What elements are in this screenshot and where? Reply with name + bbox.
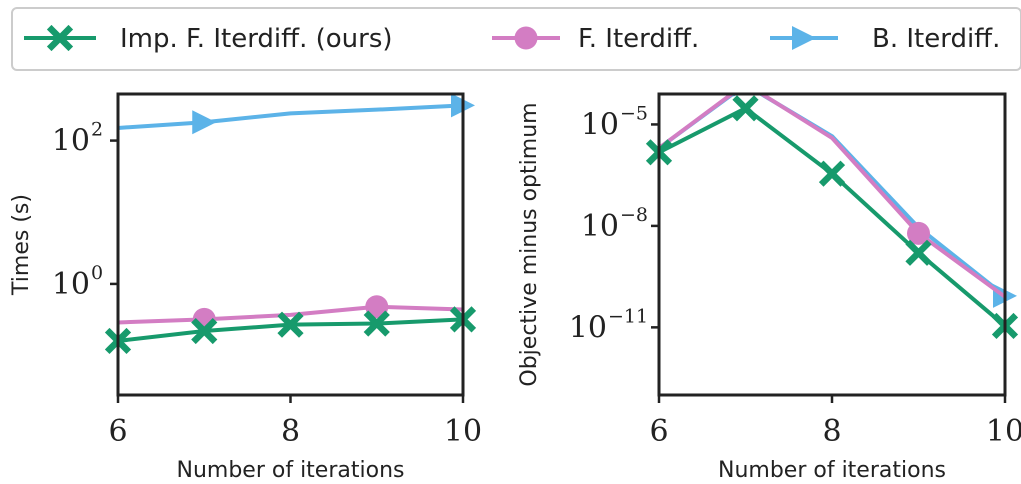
series-line [117,103,464,130]
data-point-stroke-b [277,311,304,338]
data-point [363,310,390,337]
data-point [905,239,932,266]
series-line [657,94,1007,299]
data-point-stroke-b [363,310,390,337]
data-point [365,295,389,319]
legend-label: Imp. F. Iterdiff. (ours) [120,24,393,54]
y-tick-exponent: −8 [620,204,648,226]
legend-marker [514,26,538,50]
data-point-stroke-b [191,317,218,345]
data-point-stroke-b [905,239,932,266]
y-tick-label: 10 [581,107,619,142]
y-tick-label: 10 [569,310,607,345]
x-tick-label: 6 [649,414,668,449]
y-tick-label: 10 [52,267,90,302]
y-tick-exponent: −11 [608,305,648,327]
y-tick-label: 10 [52,124,90,159]
y-tick-exponent: −5 [620,102,648,124]
data-point-stroke-b [732,95,759,122]
y-tick-label: 10 [581,209,619,244]
data-point [818,160,846,187]
series-layer [104,94,477,355]
series-line [658,106,1007,328]
x-tick-label: 6 [108,414,127,449]
data-point [277,311,304,338]
data-point [907,221,930,245]
data-point [191,317,218,345]
legend-entry: Imp. F. Iterdiff. (ours) [24,24,393,54]
data-point [740,94,751,96]
legend-marker [792,26,816,50]
axes-frame [116,92,465,397]
x-axis-title: Number of iterations [718,458,946,483]
y-axis-title: Objective minus optimum [517,102,542,386]
legend-marker-stroke-b [46,24,74,52]
x-tick-label: 10 [986,414,1021,449]
legend-label: B. Iterdiff. [872,24,1000,54]
y-axis-title: Times (s) [9,194,34,296]
data-point [192,110,217,135]
series-line [657,94,1007,298]
legend-entry: F. Iterdiff. [492,24,699,54]
x-axis-title: Number of iterations [177,458,405,483]
series-line [117,304,464,325]
series-layer [645,94,1019,340]
x-tick-label: 8 [281,414,300,449]
data-point [732,95,759,122]
legend: Imp. F. Iterdiff. (ours) F. Iterdiff. B. I… [11,7,1021,71]
y-tick-exponent: 2 [91,119,103,141]
y-tick-exponent: 0 [91,262,103,284]
x-tick-label: 8 [822,414,841,449]
data-point-stroke-b [818,160,846,187]
x-tick-label: 10 [444,414,482,449]
legend-marker [46,24,74,52]
legend-entry: B. Iterdiff. [770,24,1000,54]
legend-label: F. Iterdiff. [578,24,699,54]
